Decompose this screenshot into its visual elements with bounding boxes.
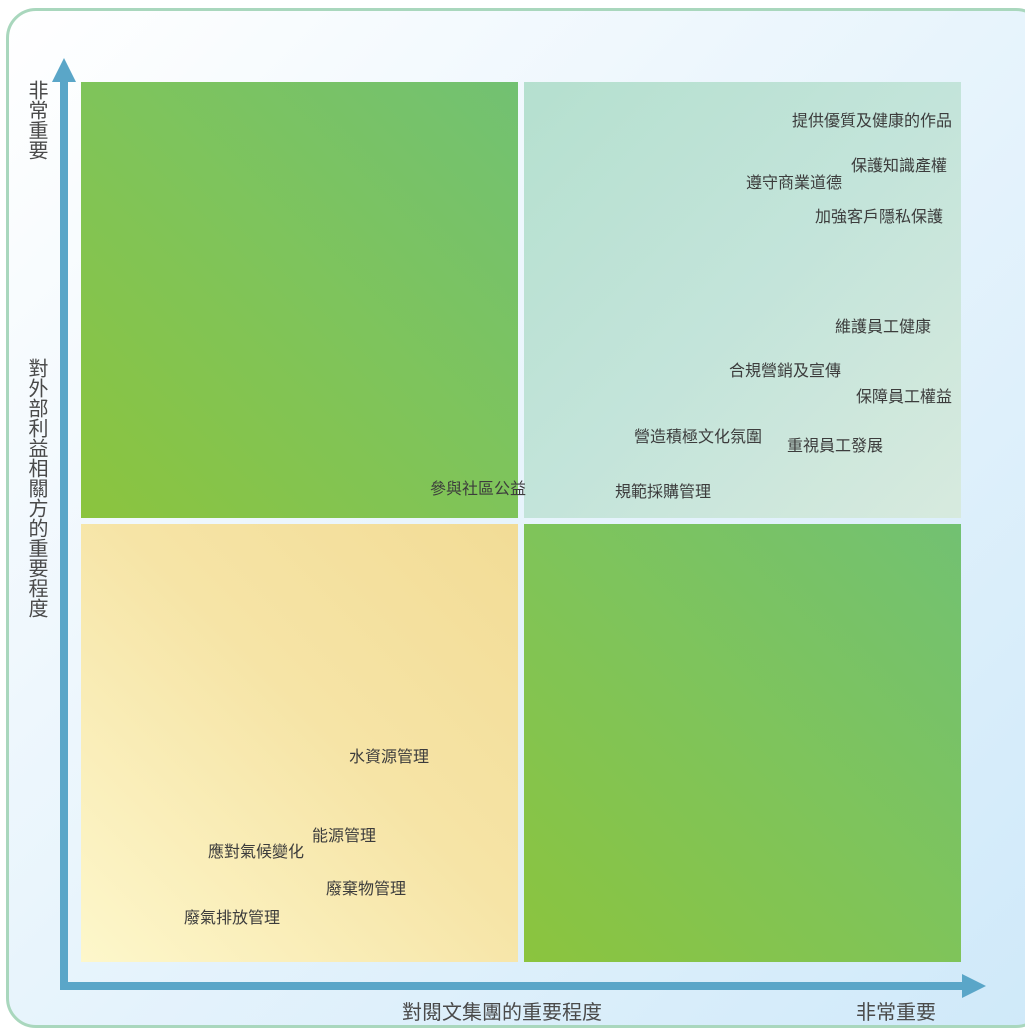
issue-label: 水資源管理 [349, 747, 430, 766]
issue-label: 保護知識產權 [851, 156, 948, 175]
issue-label: 廢棄物管理 [326, 879, 407, 898]
issue-label: 提供優質及健康的作品 [792, 111, 953, 130]
issue-label: 重視員工發展 [787, 436, 884, 455]
quadrant-top-left [81, 82, 518, 518]
quadrant-bottom-left [81, 524, 518, 962]
y-axis-top-label: 非常重要 [25, 80, 49, 160]
issue-label: 應對氣候變化 [208, 842, 305, 861]
issue-label: 遵守商業道德 [746, 173, 843, 192]
issue-label: 加強客戶隱私保護 [815, 207, 944, 226]
quadrant-top-right [524, 82, 961, 518]
issue-label: 營造積極文化氛圍 [634, 427, 763, 446]
x-axis-label: 對閱文集團的重要程度 [402, 1000, 602, 1024]
x-axis-right-label: 非常重要 [856, 1000, 936, 1024]
quadrant-bottom-right [524, 524, 961, 962]
issue-label: 廢氣排放管理 [184, 908, 281, 927]
issue-label: 規範採購管理 [615, 482, 712, 501]
issue-label: 參與社區公益 [430, 479, 527, 498]
issue-label: 合規營銷及宣傳 [729, 361, 842, 380]
y-axis-label: 對外部利益相關方的重要程度 [25, 358, 49, 618]
issue-label: 能源管理 [312, 826, 377, 845]
issue-label: 保障員工權益 [856, 387, 953, 406]
issue-label: 維護員工健康 [835, 317, 932, 336]
